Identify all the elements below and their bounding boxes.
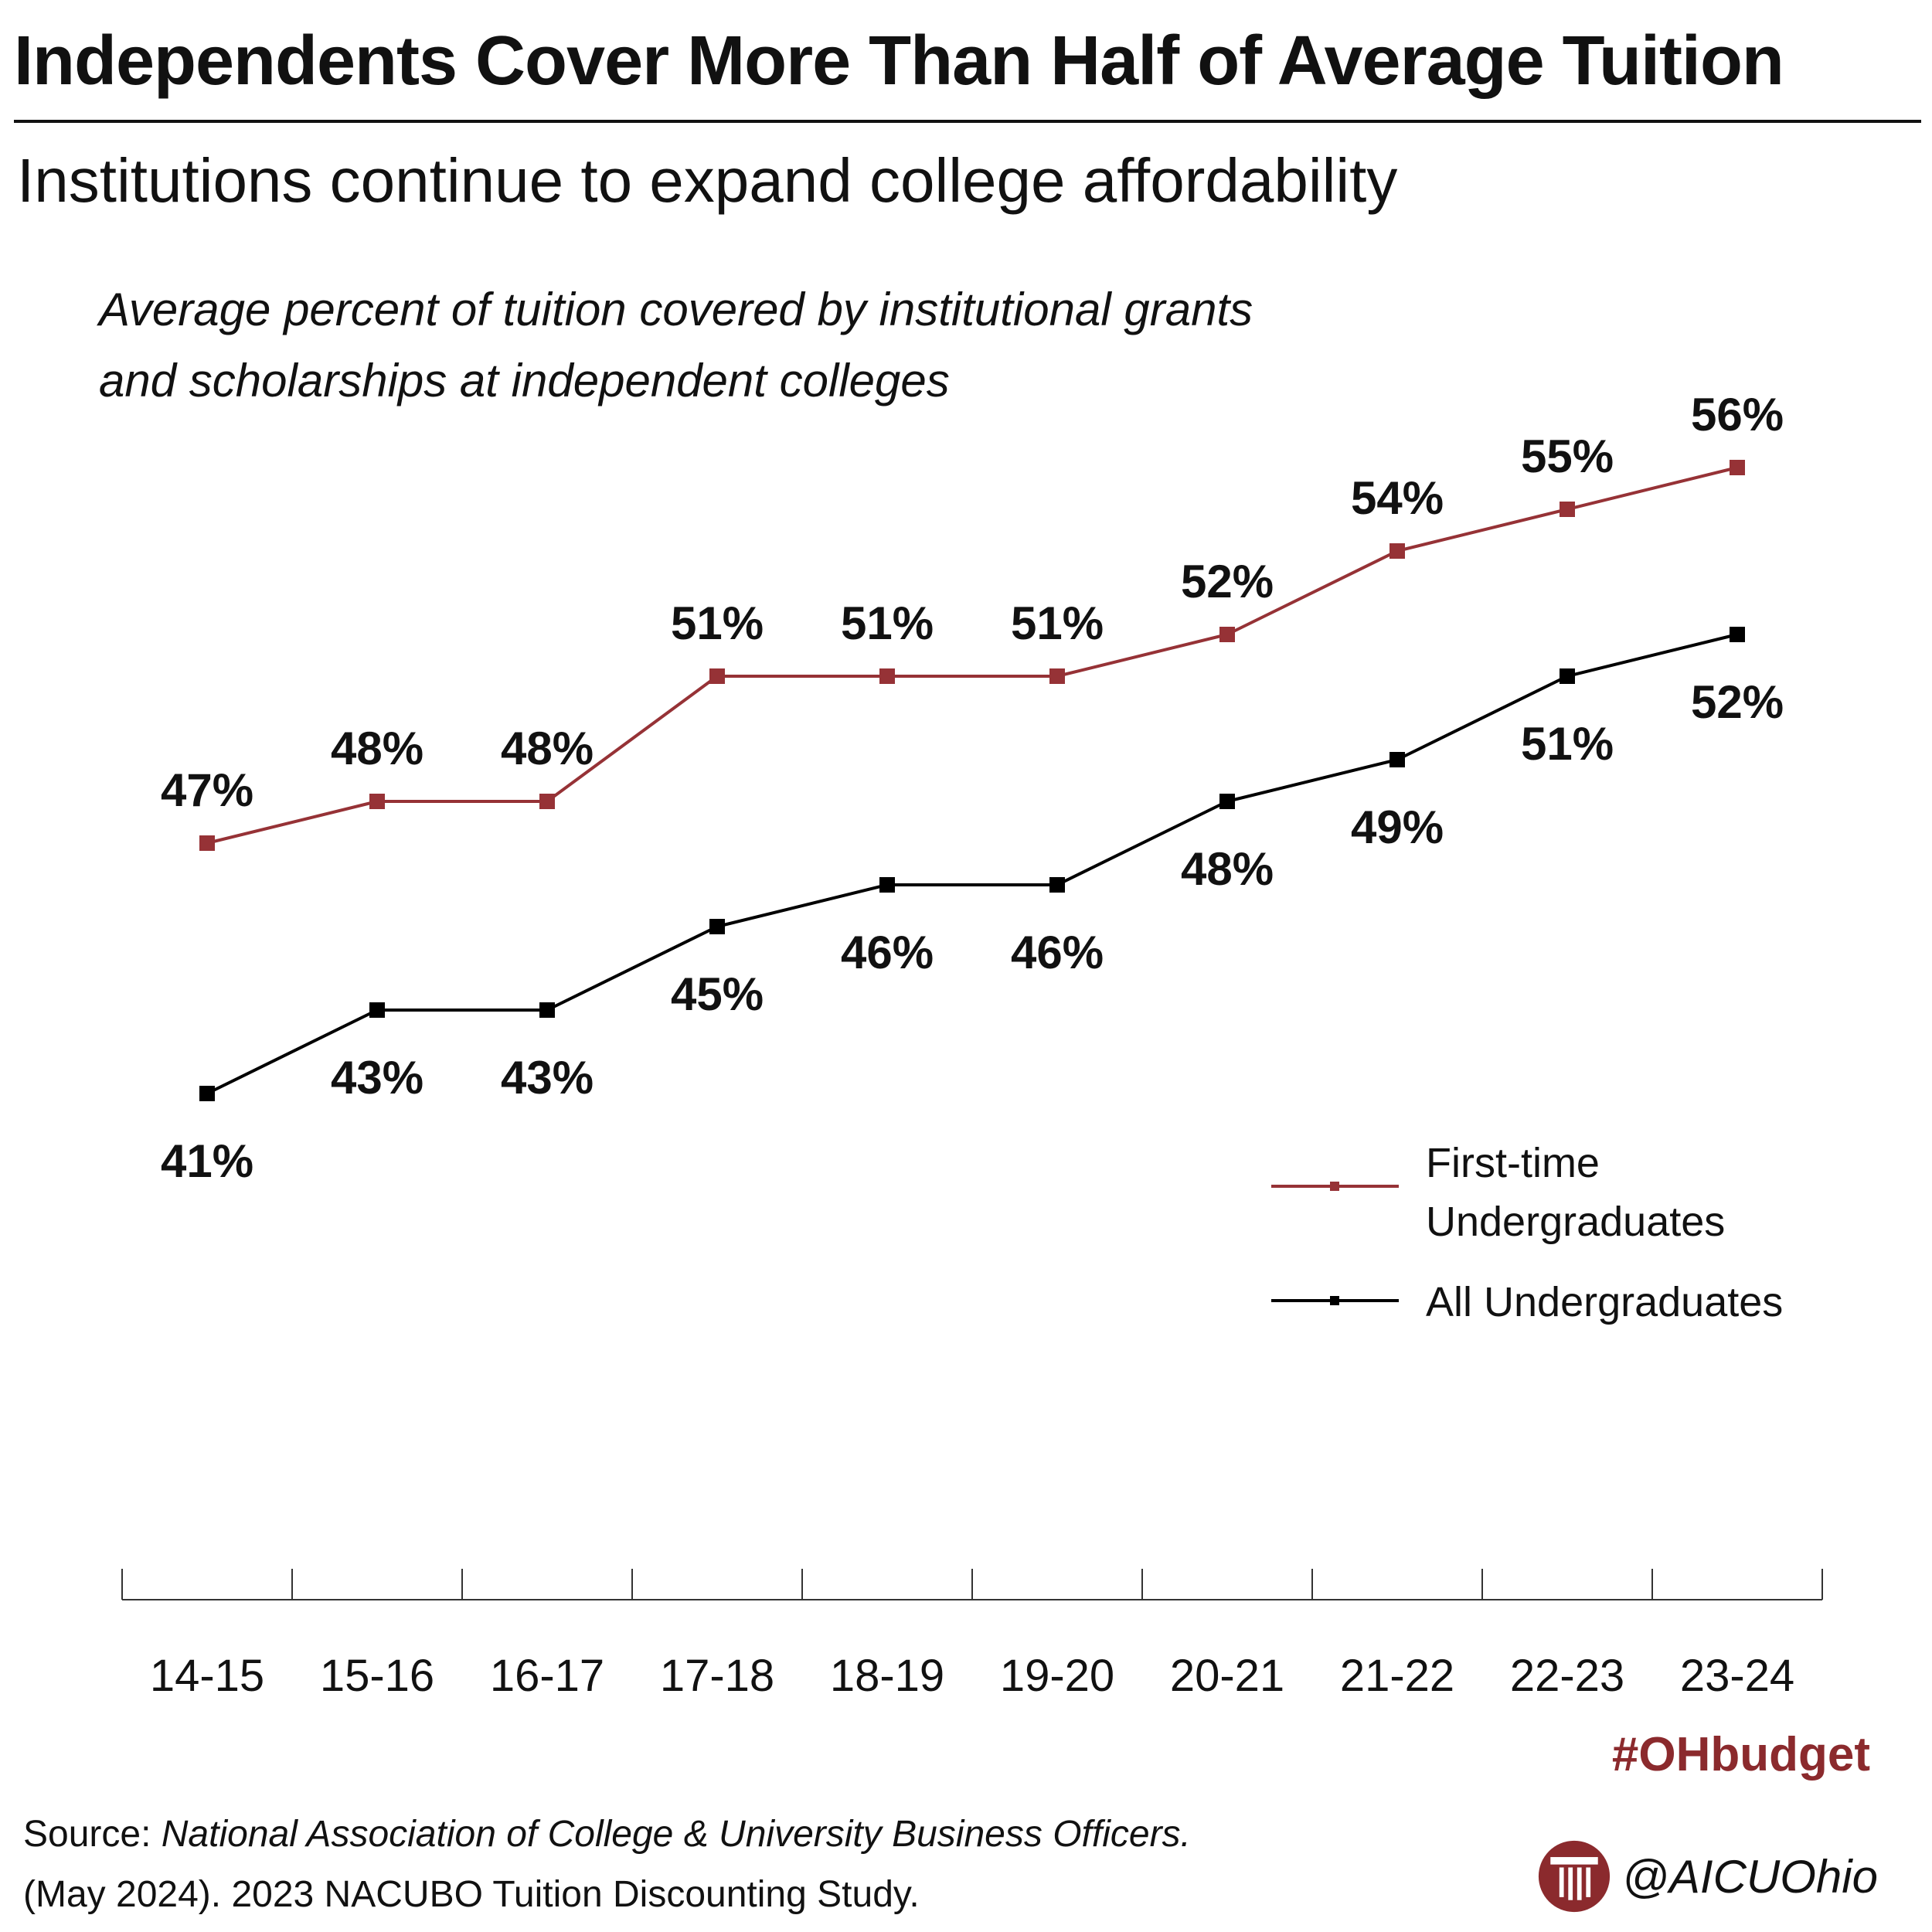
x-tick-label: 22-23	[1510, 1651, 1624, 1701]
legend-entry: All Undergraduates	[1271, 1279, 1783, 1325]
data-point	[369, 794, 385, 809]
data-point	[1389, 543, 1405, 559]
source-prefix: Source:	[23, 1814, 162, 1855]
data-label: 46%	[841, 927, 934, 978]
data-label: 49%	[1351, 801, 1444, 853]
legend-entry: First-time Undergraduates	[1271, 1140, 1725, 1245]
x-tick-label: 23-24	[1680, 1651, 1794, 1701]
data-point	[539, 794, 555, 809]
series-all-undergraduates: 41% 43% 43% 45% 46% 46% 48% 49% 51% 52%	[161, 627, 1784, 1187]
data-label: 48%	[1181, 843, 1274, 895]
data-point	[1049, 877, 1065, 893]
data-label: 48%	[331, 723, 423, 774]
logo-column	[1577, 1867, 1582, 1900]
title-divider	[14, 120, 1921, 123]
data-label: 51%	[841, 597, 934, 649]
data-point	[1730, 627, 1745, 642]
data-point	[1389, 752, 1405, 767]
series-line	[206, 466, 1738, 845]
logo-circle	[1538, 1840, 1611, 1913]
data-label: 52%	[1181, 556, 1274, 607]
legend-label: Undergraduates	[1426, 1199, 1725, 1245]
data-point	[709, 919, 725, 934]
data-label: 56%	[1691, 389, 1784, 440]
source-publisher: National Association of College & Univer…	[161, 1814, 1191, 1855]
handle-text: @AICUOhio	[1622, 1850, 1878, 1903]
data-label: 48%	[501, 723, 594, 774]
data-point	[1219, 794, 1235, 809]
data-label: 51%	[1521, 718, 1614, 770]
page-subtitle: Institutions continue to expand college …	[17, 146, 1398, 215]
data-point	[1560, 502, 1575, 517]
legend: First-time Undergraduates All Undergraduat…	[1271, 1140, 1783, 1325]
data-point	[539, 1002, 555, 1018]
data-label: 54%	[1351, 472, 1444, 524]
data-point	[709, 668, 725, 684]
logo-column	[1568, 1867, 1573, 1900]
data-point	[1560, 668, 1575, 684]
data-label: 51%	[1011, 597, 1104, 649]
data-label: 45%	[671, 968, 764, 1020]
data-point	[369, 1002, 385, 1018]
chart-title: Average percent of tuition covered by in…	[99, 284, 1253, 406]
social-handle: @AICUOhio	[1537, 1839, 1878, 1913]
data-label: 55%	[1521, 430, 1614, 482]
legend-marker	[1330, 1296, 1339, 1305]
data-point	[199, 1086, 215, 1101]
x-tick-label: 21-22	[1340, 1651, 1454, 1701]
data-label: 43%	[501, 1052, 594, 1104]
data-point	[1730, 460, 1745, 475]
line-chart: 14-15 15-16 16-17 17-18 18-19 19-20 20-21 21-22…	[121, 389, 1823, 1701]
data-point	[879, 877, 895, 893]
logo-column	[1559, 1867, 1564, 1897]
x-tick-label: 20-21	[1170, 1651, 1284, 1701]
data-label: 41%	[161, 1135, 253, 1187]
data-label: 51%	[671, 597, 764, 649]
data-point	[1219, 627, 1235, 642]
series-line	[206, 633, 1738, 1095]
x-tick-label: 18-19	[830, 1651, 944, 1701]
legend-label: First-time	[1426, 1140, 1600, 1186]
series-first-time-undergraduates: 47% 48% 48% 51% 51% 51% 52% 54% 55% 56%	[161, 389, 1784, 851]
hashtag: #OHbudget	[1611, 1728, 1870, 1781]
aicu-logo-icon	[1538, 1840, 1611, 1913]
x-tick-label: 17-18	[660, 1651, 774, 1701]
x-tick-label: 14-15	[150, 1651, 264, 1701]
data-label: 43%	[331, 1052, 423, 1104]
logo-lintel	[1550, 1857, 1598, 1865]
data-point	[1049, 668, 1065, 684]
series-layer: 47%48% 48%51% 51% 51%52%54%55%56%41%43% 43%4…	[161, 389, 1784, 1187]
data-label: 52%	[1691, 676, 1784, 728]
legend-label: All Undergraduates	[1426, 1279, 1783, 1325]
source-citation: (May 2024). 2023 NACUBO Tuition Discount…	[23, 1874, 920, 1915]
legend-marker	[1330, 1182, 1339, 1191]
x-axis: 14-15 15-16 16-17 17-18 18-19 19-20 20-21 21-22…	[121, 1569, 1823, 1701]
data-label: 47%	[161, 764, 253, 816]
logo-column	[1586, 1867, 1591, 1897]
data-label: 46%	[1011, 927, 1104, 978]
x-tick-label: 15-16	[320, 1651, 434, 1701]
data-point	[199, 835, 215, 851]
page-title: Independents Cover More Than Half of Ave…	[14, 22, 1784, 100]
x-tick-label: 19-20	[1000, 1651, 1114, 1701]
source-note: Source: National Association of College …	[23, 1804, 1191, 1925]
x-tick-label: 16-17	[490, 1651, 604, 1701]
data-point	[879, 668, 895, 684]
